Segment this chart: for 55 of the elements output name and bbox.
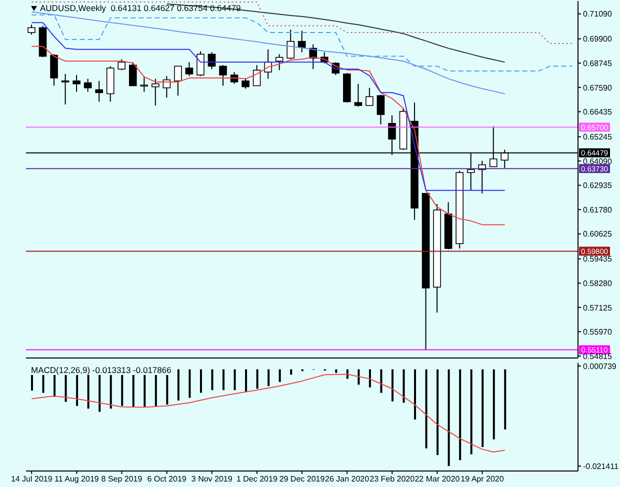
y-tick-label: 0.62935 (583, 181, 612, 190)
y-tick-label: 0.65245 (583, 132, 612, 142)
y-tick-label: 0.68745 (583, 58, 612, 68)
line-series (31, 46, 506, 226)
candlestick (219, 64, 227, 86)
candlestick (354, 83, 362, 108)
candlestick (128, 62, 137, 86)
x-tick-label: 23 Feb 2020 (370, 474, 416, 484)
candlestick (286, 29, 294, 60)
y-tick-label: -0.021411 (583, 462, 619, 471)
x-tick-label: 22 Mar 2020 (414, 474, 460, 484)
y-tick-label: 0.67590 (583, 83, 612, 92)
line-series (31, 11, 506, 94)
line-series (31, 374, 506, 453)
candlestick (152, 78, 160, 106)
x-tick-label: 8 Sep 2019 (101, 474, 143, 484)
candlestick (242, 77, 250, 90)
y-tick-label: 0.59435 (583, 254, 612, 264)
x-tick-label: 29 Dec 2019 (279, 474, 326, 484)
chart-title: MACD(12,26,9) -0.013313 -0.017866 (31, 365, 172, 375)
line-series (31, 14, 573, 72)
y-tick-label: 0.58280 (583, 278, 612, 288)
candlestick (185, 62, 194, 77)
candlestick (174, 66, 182, 96)
y-tick-label: 0.64090 (583, 156, 612, 166)
y-tick-label: 0.69900 (583, 34, 612, 44)
x-tick-label: 19 Apr 2020 (460, 474, 504, 484)
y-tick-label: 0.71090 (583, 10, 612, 19)
line-series (31, 2, 573, 44)
candlestick (376, 94, 385, 125)
y-tick-label: 0.57125 (583, 303, 612, 312)
candlestick (140, 76, 148, 92)
y-tick-label: 0.000739 (583, 362, 617, 371)
candlestick (95, 80, 103, 102)
x-tick-label: 26 Jan 2020 (325, 474, 370, 484)
candlestick (196, 50, 204, 77)
x-tick-label: 3 Nov 2019 (191, 474, 233, 484)
candlestick (84, 78, 92, 92)
candlestick (366, 87, 374, 106)
x-tick-label: 14 Jul 2019 (10, 474, 53, 484)
line-series (31, 22, 506, 191)
candlestick (72, 74, 80, 92)
candlestick (275, 54, 284, 71)
x-tick-label: 6 Oct 2019 (147, 474, 187, 484)
candlestick (50, 54, 58, 86)
candlestick (61, 73, 70, 105)
candlestick (298, 30, 306, 53)
x-tick-label: 1 Dec 2019 (236, 474, 278, 484)
y-tick-label: 0.66435 (583, 108, 612, 117)
y-tick-label: 0.61780 (583, 205, 612, 214)
candlestick (28, 24, 36, 36)
y-tick-label: 0.60625 (583, 230, 612, 239)
y-tick-label: 0.55970 (583, 328, 612, 337)
candlestick (118, 58, 126, 71)
x-tick-label: 11 Aug 2019 (54, 474, 100, 484)
